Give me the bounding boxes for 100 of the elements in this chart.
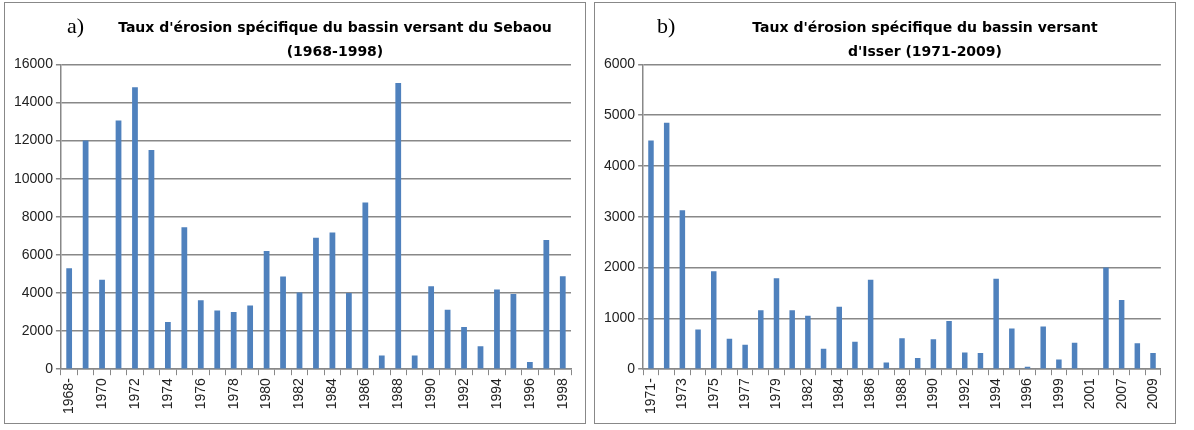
bar [280, 276, 286, 369]
x-tick-label: 1999 [1049, 377, 1066, 410]
bar [993, 278, 999, 369]
y-tick-label: 4000 [21, 283, 54, 300]
x-tick-label: 1974 [158, 377, 175, 410]
chart-title: Taux d'érosion spécifique du bassin versant du Sebaou (1968-1998) [117, 18, 553, 61]
bar [962, 352, 968, 369]
bar [345, 293, 352, 369]
y-tick-label: 4000 [603, 156, 636, 173]
bar [648, 140, 654, 369]
text: a) [67, 13, 85, 39]
bar [494, 289, 500, 369]
y-tick-label: 3000 [603, 207, 636, 224]
x-tick-label: 1977 [735, 377, 752, 410]
bar [930, 339, 937, 369]
x-tick-label: 1984 [323, 377, 340, 410]
bar [395, 83, 402, 369]
bar [1040, 326, 1046, 369]
x-tick-label: 1972 [125, 377, 142, 410]
x-tick-label: 1994 [986, 377, 1003, 410]
bar [836, 306, 842, 369]
bar [1056, 359, 1062, 369]
bar [663, 122, 670, 369]
x-tick-label: 1975 [704, 377, 721, 410]
bar [362, 202, 369, 369]
x-tick-label: 1986 [356, 377, 373, 410]
x-tick-label: 1971- [641, 377, 658, 415]
bar [230, 312, 237, 369]
bar [899, 338, 905, 369]
x-tick-label: 2009 [1143, 377, 1160, 410]
bar [99, 279, 105, 369]
y-tick-label: 2000 [21, 321, 54, 338]
y-tick-label: 12000 [13, 131, 54, 148]
x-tick-label: 1970 [92, 377, 109, 410]
bar [181, 227, 188, 369]
bar [852, 341, 858, 369]
bar [214, 310, 221, 369]
y-tick-label: 14000 [13, 93, 54, 110]
y-tick-label: 1000 [603, 309, 636, 326]
x-tick-label: 1984 [830, 377, 847, 410]
bar [1009, 328, 1015, 369]
bar [1118, 300, 1125, 369]
bar [197, 300, 204, 369]
x-tick-label: 1992 [955, 377, 972, 410]
x-tick-label: 1994 [487, 377, 504, 410]
y-tick-label: 16000 [13, 55, 54, 72]
bar [559, 276, 566, 369]
bar [378, 355, 385, 369]
x-tick-label: 1979 [767, 377, 784, 410]
x-tick-label: 1988 [389, 377, 406, 410]
x-tick-label: 1968- [60, 377, 77, 415]
bar [711, 271, 717, 369]
x-tick-label: 1980 [257, 377, 274, 410]
bar [867, 279, 874, 369]
bar [1134, 343, 1141, 369]
x-tick-label: 1978 [224, 377, 241, 410]
x-tick-label: 1976 [191, 377, 208, 410]
bar [461, 326, 467, 369]
x-tick-label: 1986 [861, 377, 878, 410]
bar [526, 361, 533, 369]
bar [313, 237, 319, 369]
x-tick-label: 1992 [454, 377, 471, 410]
bar [773, 278, 780, 369]
bar [679, 210, 686, 369]
y-tick-label: 8000 [21, 207, 54, 224]
bar [805, 315, 811, 369]
x-tick-label: 1990 [924, 377, 941, 410]
y-tick-label: 6000 [603, 55, 636, 72]
bar [428, 286, 435, 369]
x-tick-label: 1982 [290, 377, 307, 410]
x-tick-label: 1998 [553, 377, 570, 410]
x-tick-label: 1982 [798, 377, 815, 410]
x-tick-label: 2007 [1112, 377, 1129, 410]
bar [1103, 267, 1109, 369]
bar [758, 310, 764, 369]
bar [247, 305, 254, 369]
x-tick-label: 2001 [1081, 377, 1098, 410]
y-tick-label: 2000 [603, 258, 636, 275]
y-tick-label: 0 [627, 360, 636, 377]
x-tick-label: 1990 [422, 377, 438, 410]
bar [165, 321, 171, 369]
bar [132, 87, 138, 369]
bar [543, 240, 550, 369]
x-tick-label: 1996 [1018, 377, 1035, 410]
bar [1150, 352, 1156, 369]
chart-title: Taux d'érosion spécifique du bassin versant d'Isser (1971-2009) [751, 18, 1099, 61]
bar [789, 310, 795, 369]
bar [695, 329, 701, 369]
y-tick-label: 0 [45, 360, 54, 377]
y-tick-label: 5000 [603, 106, 636, 123]
y-tick-label: 6000 [21, 245, 54, 262]
x-tick-label: 1996 [520, 377, 537, 410]
bar [742, 344, 748, 369]
text: b) [657, 13, 676, 39]
bar [66, 268, 73, 369]
x-tick-label: 1973 [673, 377, 690, 410]
y-tick-label: 10000 [13, 169, 54, 186]
bar [411, 355, 418, 369]
bar [946, 320, 952, 369]
x-tick-label: 1988 [892, 377, 909, 410]
